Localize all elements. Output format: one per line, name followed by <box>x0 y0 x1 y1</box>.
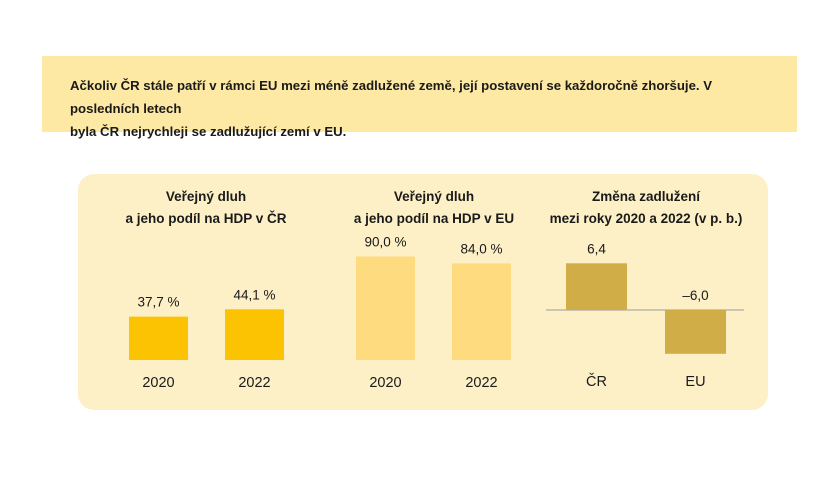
x-label-eu-2020: 2020 <box>369 375 401 391</box>
chart-cz-debt-title: Veřejný dluh a jeho podíl na HDP v ČR <box>96 186 316 230</box>
banner-line-1: Ačkoliv ČR stále patří v rámci EU mezi m… <box>70 78 713 116</box>
bar-change-eu <box>665 310 726 354</box>
chart-cz-title-line-2: a jeho podíl na HDP v ČR <box>125 211 287 226</box>
value-label-eu-2020: 90,0 % <box>364 235 406 250</box>
chart-change-title: Změna zadlužení mezi roky 2020 a 2022 (v… <box>536 186 756 230</box>
value-label-cz-2020: 37,7 % <box>137 295 179 310</box>
chart-eu-title-line-1: Veřejný dluh <box>393 189 475 204</box>
bar-eu-2022 <box>452 263 511 360</box>
bar-change-cr <box>566 263 627 310</box>
bar-cz-2020 <box>129 316 188 360</box>
bar-eu-2020 <box>356 256 415 360</box>
bar-cz-2022 <box>225 309 284 360</box>
x-label-change-cr: ČR <box>586 373 607 390</box>
value-label-change-eu: –6,0 <box>682 288 708 303</box>
info-banner: Ačkoliv ČR stále patří v rámci EU mezi m… <box>42 56 797 139</box>
x-label-change-eu: EU <box>685 374 705 390</box>
value-label-change-cr: 6,4 <box>587 241 606 256</box>
chart-change-title-line-1: Změna zadlužení <box>591 189 701 204</box>
charts-panel <box>78 174 768 410</box>
x-label-eu-2022: 2022 <box>465 375 497 391</box>
value-label-eu-2022: 84,0 % <box>460 241 502 256</box>
x-label-cz-2022: 2022 <box>238 375 270 391</box>
chart-change-title-line-2: mezi roky 2020 a 2022 (v p. b.) <box>549 211 743 226</box>
value-label-cz-2022: 44,1 % <box>233 287 275 302</box>
chart-cz-title-line-1: Veřejný dluh <box>165 189 247 204</box>
banner-line-2: byla ČR nejrychleji se zadlužující zemí … <box>70 124 347 139</box>
chart-eu-debt-title: Veřejný dluh a jeho podíl na HDP v EU <box>324 186 544 230</box>
x-label-cz-2020: 2020 <box>142 375 174 391</box>
chart-eu-title-line-2: a jeho podíl na HDP v EU <box>353 211 515 226</box>
